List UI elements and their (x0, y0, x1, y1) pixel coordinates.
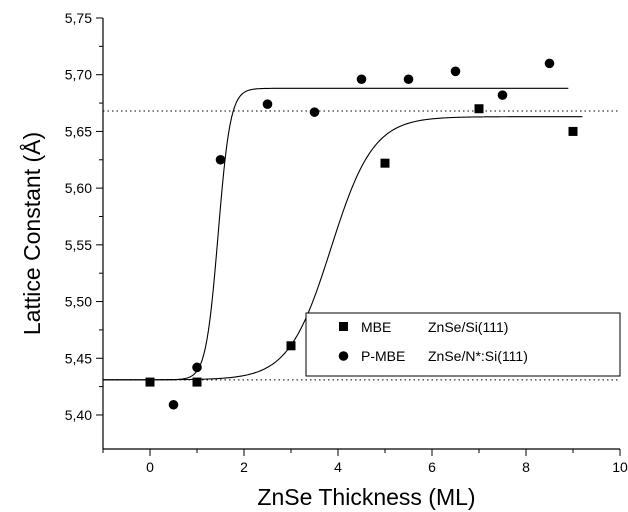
x-tick-label: 8 (522, 459, 530, 475)
y-axis-ticks: 5,40 5,45 5,50 5,55 5,60 5,65 5,70 5,75 (65, 10, 103, 423)
legend-box (305, 312, 621, 377)
legend-circle-marker (338, 351, 349, 361)
p-mbe-data-point (497, 90, 508, 100)
legend-series-label: ZnSe/N*:Si(111) (428, 348, 528, 364)
x-tick-label: 6 (428, 459, 436, 475)
x-tick-label: 4 (334, 459, 342, 475)
y-tick-label: 5,70 (65, 67, 92, 83)
p-mbe-data-point (450, 66, 461, 77)
x-tick-label: 2 (240, 459, 248, 475)
p-mbe-data-point (356, 74, 367, 85)
y-tick-label: 5,55 (65, 237, 92, 253)
x-axis-ticks: 0 2 4 6 8 10 (102, 449, 628, 475)
p-mbe-data-point (309, 107, 320, 117)
p-mbe-data-point (262, 99, 273, 109)
y-tick-label: 5,65 (65, 123, 92, 139)
p-mbe-data-point (544, 58, 555, 69)
x-tick-label: 0 (146, 459, 154, 475)
fit-curves (103, 87, 583, 381)
legend: MBE ZnSe/Si(111) P-MBE ZnSe/N*:Si(111) (305, 312, 621, 377)
legend-entry-mbe: MBE ZnSe/Si(111) (339, 319, 508, 335)
legend-series-name: P-MBE (361, 348, 405, 364)
y-tick-label: 5,40 (65, 407, 92, 423)
legend-series-name: MBE (361, 319, 391, 335)
legend-entry-p-mbe: P-MBE ZnSe/N*:Si(111) (338, 348, 528, 364)
mbe-data-point (380, 158, 390, 168)
x-tick-label: 10 (612, 459, 628, 475)
p-mbe-data-point (168, 399, 179, 410)
p-mbe-data-point (192, 362, 202, 373)
x-axis-title: ZnSe Thickness (ML) (257, 484, 475, 510)
y-tick-label: 5,75 (65, 10, 92, 26)
y-tick-label: 5,45 (65, 350, 92, 366)
mbe-data-point (568, 126, 578, 136)
mbe-data-point (286, 341, 296, 351)
y-axis-title: Lattice Constant (Å) (18, 132, 45, 335)
legend-square-marker (339, 322, 348, 331)
y-tick-label: 5,50 (65, 294, 92, 310)
y-tick-label: 5,60 (65, 180, 92, 196)
legend-series-label: ZnSe/Si(111) (428, 319, 508, 335)
p-mbe-data-point (403, 74, 414, 85)
p-mbe-data-point (215, 154, 226, 165)
fit-curve (103, 116, 583, 381)
mbe-data-point (145, 377, 155, 387)
data-points (145, 58, 578, 410)
mbe-data-point (474, 104, 484, 114)
axes: 0 2 4 6 8 10 5,40 5,45 5,50 5,55 5,60 5,65 5,70 5,75 (65, 10, 628, 475)
mbe-data-point (192, 377, 202, 387)
